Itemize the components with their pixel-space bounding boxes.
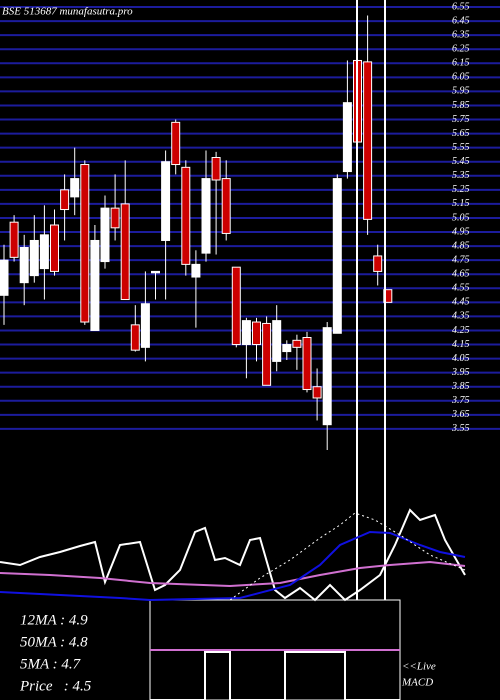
candle-body [262, 322, 272, 386]
y-tick-label: 5.45 [452, 156, 470, 167]
y-tick-label: 4.75 [452, 254, 470, 265]
candle-body [181, 166, 191, 265]
y-tick-label: 3.95 [451, 367, 470, 378]
y-tick-label: 3.65 [451, 409, 470, 420]
candle-body [151, 270, 160, 274]
candle-body [373, 255, 383, 272]
candle-body [191, 263, 201, 278]
candle-body [231, 266, 241, 346]
candle-body [9, 221, 19, 258]
macd-title: MACD [401, 677, 433, 689]
candle-body [241, 320, 251, 346]
y-tick-label: 4.65 [452, 269, 470, 280]
y-tick-label: 4.35 [452, 311, 470, 322]
indicator-line [0, 508, 466, 602]
candle-body [292, 339, 302, 348]
y-tick-label: 5.55 [452, 142, 470, 153]
candle-body [211, 157, 221, 181]
y-tick-label: 4.55 [452, 283, 470, 294]
candle-body [282, 344, 292, 353]
indicators [0, 508, 466, 700]
candle-body [332, 178, 342, 334]
indicator-line [0, 560, 466, 588]
candle-body [221, 178, 231, 234]
candle-body [29, 239, 39, 277]
candle-body [90, 239, 100, 331]
candle-body [120, 203, 130, 301]
indicator-line [0, 530, 466, 602]
y-tick-label: 4.45 [452, 297, 470, 308]
candle-body [161, 161, 171, 241]
ma-label: 50MA : 4.8 [20, 634, 88, 650]
price-label: Price : 4.5 [19, 678, 92, 694]
y-tick-label: 6.45 [452, 15, 470, 26]
y-tick-label: 3.55 [451, 423, 470, 434]
candle-body [39, 234, 49, 270]
candle-body [110, 207, 120, 229]
y-tick-label: 3.75 [451, 395, 470, 406]
candle-body [100, 207, 110, 263]
y-tick-label: 6.35 [452, 29, 470, 40]
ma-label: 5MA : 4.7 [20, 656, 82, 672]
y-tick-label: 4.85 [452, 240, 470, 251]
y-tick-label: 4.95 [452, 226, 470, 237]
candle-body [50, 224, 59, 272]
indicator-line [150, 651, 400, 700]
y-tick-label: 5.85 [452, 100, 470, 111]
y-tick-label: 6.05 [452, 72, 470, 83]
candle-body [60, 189, 70, 211]
candle-body [322, 327, 332, 426]
candle-body [363, 61, 373, 220]
candle-body [383, 289, 393, 303]
y-tick-label: 6.15 [452, 58, 470, 69]
y-tick-label: 5.95 [452, 86, 470, 97]
y-tick-label: 4.05 [452, 353, 470, 364]
y-tick-label: 5.65 [452, 128, 470, 139]
candle-body [252, 321, 261, 346]
chart-title: BSE 513687 munafasutra.pro [2, 6, 133, 18]
candle-body [272, 320, 282, 362]
candle-body [201, 178, 211, 254]
candle-body [19, 247, 29, 284]
y-tick-label: 5.05 [452, 212, 470, 223]
candle-body [80, 164, 90, 323]
indicator-line [229, 512, 466, 601]
candle-body [302, 337, 312, 391]
candle-body [312, 386, 322, 399]
candle-body [171, 121, 181, 166]
candle-body [70, 178, 80, 198]
y-tick-label: 5.25 [452, 184, 470, 195]
y-tick-label: 5.15 [452, 198, 470, 209]
y-tick-label: 4.25 [452, 325, 470, 336]
y-tick-label: 5.35 [452, 170, 470, 181]
y-tick-label: 4.15 [452, 339, 470, 350]
candle-body [130, 324, 140, 351]
y-tick-label: 5.75 [452, 114, 470, 125]
y-tick-label: 6.25 [452, 44, 470, 55]
live-label: <<Live [402, 661, 436, 673]
y-tick-label: 6.55 [452, 1, 470, 12]
candle-body [342, 102, 352, 173]
candle-body [0, 259, 9, 296]
candle-body [140, 303, 150, 348]
y-tick-label: 3.85 [451, 381, 470, 392]
ma-label: 12MA : 4.9 [20, 612, 88, 628]
